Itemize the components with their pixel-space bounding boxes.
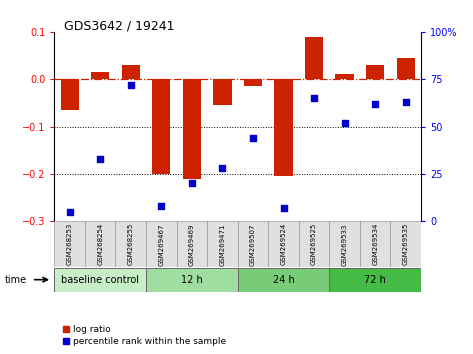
Text: GDS3642 / 19241: GDS3642 / 19241: [64, 19, 175, 33]
Text: GSM268255: GSM268255: [128, 223, 134, 266]
Text: GSM269507: GSM269507: [250, 223, 256, 266]
Bar: [299, 221, 329, 267]
Bar: [122, 65, 140, 79]
Text: GSM269471: GSM269471: [219, 223, 226, 266]
Bar: [91, 72, 109, 79]
Point: [96, 156, 104, 161]
Bar: [152, 79, 170, 174]
Text: GSM268254: GSM268254: [97, 223, 103, 266]
Text: baseline control: baseline control: [61, 275, 139, 285]
Text: GSM269467: GSM269467: [158, 223, 164, 266]
Bar: [85, 221, 115, 267]
Point: [249, 135, 257, 141]
Point: [219, 165, 226, 171]
Bar: [61, 79, 79, 110]
Text: GSM269534: GSM269534: [372, 223, 378, 266]
Point: [188, 181, 196, 186]
Bar: [268, 221, 299, 267]
Bar: [329, 268, 421, 292]
Text: GSM269524: GSM269524: [280, 223, 287, 266]
Bar: [207, 221, 237, 267]
Bar: [335, 74, 354, 79]
Bar: [274, 79, 293, 176]
Bar: [146, 221, 176, 267]
Bar: [237, 221, 268, 267]
Bar: [360, 221, 390, 267]
Point: [310, 95, 318, 101]
Text: time: time: [5, 275, 27, 285]
Point: [402, 99, 410, 105]
Point: [127, 82, 134, 88]
Point: [371, 101, 379, 107]
Bar: [329, 221, 360, 267]
Bar: [237, 268, 329, 292]
Bar: [115, 221, 146, 267]
Text: GSM268253: GSM268253: [67, 223, 73, 266]
Text: GSM269469: GSM269469: [189, 223, 195, 266]
Text: GSM269535: GSM269535: [403, 223, 409, 266]
Text: GSM269533: GSM269533: [342, 223, 348, 266]
Bar: [396, 58, 415, 79]
Bar: [390, 221, 421, 267]
Point: [341, 120, 349, 126]
Bar: [183, 79, 201, 179]
Point: [66, 209, 73, 215]
Bar: [176, 221, 207, 267]
Bar: [244, 79, 262, 86]
Bar: [54, 268, 146, 292]
Text: 12 h: 12 h: [181, 275, 203, 285]
Text: 72 h: 72 h: [364, 275, 386, 285]
Text: GSM269525: GSM269525: [311, 223, 317, 266]
Bar: [54, 221, 85, 267]
Bar: [146, 268, 237, 292]
Legend: log ratio, percentile rank within the sample: log ratio, percentile rank within the sa…: [59, 321, 230, 349]
Bar: [305, 36, 323, 79]
Bar: [213, 79, 232, 105]
Point: [280, 205, 287, 211]
Bar: [366, 65, 384, 79]
Point: [158, 203, 165, 209]
Text: 24 h: 24 h: [272, 275, 294, 285]
